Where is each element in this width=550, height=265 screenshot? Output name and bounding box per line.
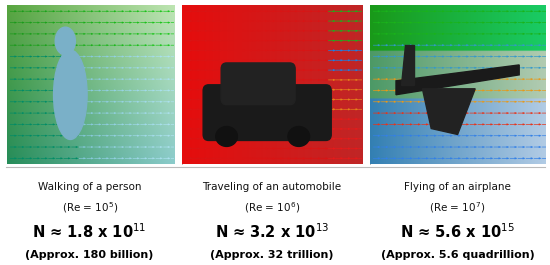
Polygon shape bbox=[422, 89, 475, 135]
FancyBboxPatch shape bbox=[203, 85, 331, 140]
Text: (Approx. 180 billion): (Approx. 180 billion) bbox=[25, 250, 154, 260]
Polygon shape bbox=[396, 65, 519, 95]
Text: (Re = 10$^6$): (Re = 10$^6$) bbox=[244, 201, 300, 215]
Ellipse shape bbox=[288, 126, 310, 146]
Text: N ≈ 5.6 x 10$^{15}$: N ≈ 5.6 x 10$^{15}$ bbox=[400, 223, 515, 241]
FancyBboxPatch shape bbox=[221, 63, 295, 105]
Text: Walking of a person: Walking of a person bbox=[38, 182, 141, 192]
Text: N ≈ 1.8 x 10$^{11}$: N ≈ 1.8 x 10$^{11}$ bbox=[32, 223, 147, 241]
Text: N ≈ 3.2 x 10$^{13}$: N ≈ 3.2 x 10$^{13}$ bbox=[214, 223, 329, 241]
Text: Flying of an airplane: Flying of an airplane bbox=[404, 182, 511, 192]
Ellipse shape bbox=[55, 27, 75, 55]
Ellipse shape bbox=[216, 126, 238, 146]
Polygon shape bbox=[402, 45, 414, 85]
Text: (Approx. 32 trillion): (Approx. 32 trillion) bbox=[210, 250, 333, 260]
Text: (Re = 10$^7$): (Re = 10$^7$) bbox=[430, 201, 486, 215]
Text: (Approx. 5.6 quadrillion): (Approx. 5.6 quadrillion) bbox=[381, 250, 535, 260]
Ellipse shape bbox=[53, 50, 87, 139]
Text: (Re = 10$^5$): (Re = 10$^5$) bbox=[62, 201, 118, 215]
Text: Traveling of an automobile: Traveling of an automobile bbox=[202, 182, 341, 192]
